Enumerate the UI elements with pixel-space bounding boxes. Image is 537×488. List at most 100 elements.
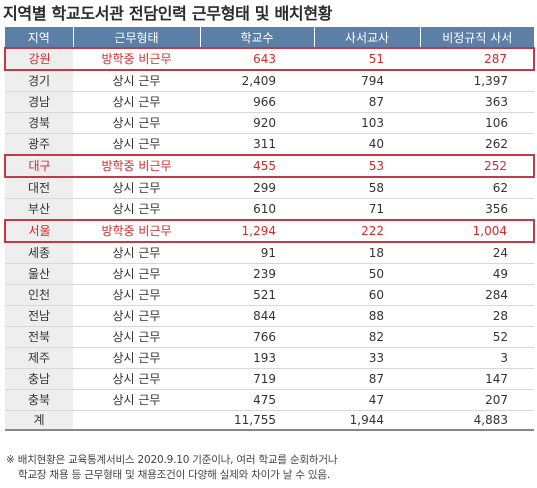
- schools-cell: 920: [200, 112, 314, 134]
- librarians-cell: 87: [314, 368, 420, 390]
- schools-cell: 966: [200, 91, 314, 113]
- table-row: 광주 상시 근무 311 40 262: [5, 133, 534, 156]
- librarians-cell: 87: [314, 91, 420, 113]
- region-cell: 경남: [5, 91, 73, 113]
- table-row: 전남 상시 근무 844 88 28: [5, 305, 534, 327]
- librarians-cell: 60: [314, 284, 420, 306]
- work-type-cell: 상시 근무: [73, 305, 200, 327]
- table-row: 제주 상시 근무 193 33 3: [5, 347, 534, 369]
- region-cell: 제주: [5, 347, 73, 369]
- table-row: 강원 방학중 비근무 643 51 287: [4, 47, 535, 71]
- table-row: 울산 상시 근무 239 50 49: [5, 263, 534, 285]
- footnote-line-2: 학교장 채용 등 근무형태 및 채용조건이 다양해 실제와 차이가 날 수 있음…: [18, 469, 330, 481]
- irregular-cell: 1,397: [420, 70, 534, 92]
- schools-cell: 91: [200, 242, 314, 264]
- irregular-cell: 284: [420, 284, 534, 306]
- librarians-cell: 50: [314, 263, 420, 285]
- schools-cell: 193: [200, 347, 314, 369]
- irregular-cell: 62: [420, 177, 534, 199]
- librarians-cell: 222: [314, 219, 420, 243]
- schools-cell: 455: [200, 154, 314, 178]
- total-label: 계: [5, 410, 73, 431]
- librarians-cell: 103: [314, 112, 420, 134]
- irregular-cell: 24: [420, 242, 534, 264]
- region-cell: 전북: [5, 326, 73, 348]
- region-cell: 서울: [4, 219, 73, 243]
- irregular-cell: 262: [420, 133, 534, 156]
- region-cell: 경기: [5, 70, 73, 92]
- librarians-cell: 58: [314, 177, 420, 199]
- schools-cell: 239: [200, 263, 314, 285]
- region-cell: 대전: [5, 177, 73, 199]
- total-row: 계 11,755 1,944 4,883: [5, 410, 534, 431]
- table-row: 세종 상시 근무 91 18 24: [5, 242, 534, 264]
- staff-table-container: 지역 근무형태 학교수 사서교사 비정규직 사서 강원 방학중 비근무 643 51 2…: [4, 27, 535, 431]
- work-type-cell: 상시 근무: [73, 242, 200, 264]
- region-cell: 강원: [4, 47, 73, 71]
- region-cell: 세종: [5, 242, 73, 264]
- table-row: 대구 방학중 비근무 455 53 252: [4, 154, 535, 178]
- schools-cell: 1,294: [200, 219, 314, 243]
- work-type-cell: 방학중 비근무: [73, 219, 200, 243]
- region-cell: 울산: [5, 263, 73, 285]
- irregular-cell: 106: [420, 112, 534, 134]
- region-cell: 충북: [5, 389, 73, 411]
- librarians-cell: 18: [314, 242, 420, 264]
- header-librarians: 사서교사: [313, 27, 420, 48]
- staff-table: 지역 근무형태 학교수 사서교사 비정규직 사서 강원 방학중 비근무 643 51 2…: [4, 27, 535, 431]
- table-row: 전북 상시 근무 766 82 52: [5, 326, 534, 348]
- work-type-cell: 상시 근무: [73, 133, 200, 156]
- total-librarians: 1,944: [314, 410, 420, 431]
- irregular-cell: 287: [420, 47, 535, 71]
- total-schools: 11,755: [200, 410, 314, 431]
- footnote: ※ 배치현황은 교육통계서비스 2020.9.10 기준이나, 여러 학교를 순…: [6, 453, 531, 483]
- schools-cell: 844: [200, 305, 314, 327]
- schools-cell: 610: [200, 198, 314, 221]
- irregular-cell: 207: [420, 389, 534, 411]
- work-type-cell: 상시 근무: [73, 91, 200, 113]
- header-type: 근무형태: [72, 27, 200, 48]
- irregular-cell: 356: [420, 198, 534, 221]
- librarians-cell: 47: [314, 389, 420, 411]
- work-type-cell: 상시 근무: [73, 70, 200, 92]
- schools-cell: 643: [200, 47, 314, 71]
- work-type-cell: 상시 근무: [73, 177, 200, 199]
- irregular-cell: 3: [420, 347, 534, 369]
- librarians-cell: 71: [314, 198, 420, 221]
- table-row: 경남 상시 근무 966 87 363: [5, 91, 534, 113]
- region-cell: 충남: [5, 368, 73, 390]
- work-type-cell: 방학중 비근무: [73, 47, 200, 71]
- irregular-cell: 28: [420, 305, 534, 327]
- table-row: 서울 방학중 비근무 1,294 222 1,004: [4, 219, 535, 243]
- librarians-cell: 40: [314, 133, 420, 156]
- work-type-cell: 상시 근무: [73, 389, 200, 411]
- table-title: 지역별 학교도서관 전담인력 근무형태 및 배치현황: [3, 4, 333, 23]
- librarians-cell: 88: [314, 305, 420, 327]
- irregular-cell: 252: [420, 154, 535, 178]
- header-region: 지역: [5, 27, 73, 48]
- work-type-cell: 상시 근무: [73, 284, 200, 306]
- table-row: 충북 상시 근무 475 47 207: [5, 389, 534, 411]
- table-row: 경기 상시 근무 2,409 794 1,397: [5, 70, 534, 92]
- librarians-cell: 51: [314, 47, 420, 71]
- table-header-row: 지역 근무형태 학교수 사서교사 비정규직 사서: [5, 27, 534, 48]
- librarians-cell: 794: [314, 70, 420, 92]
- schools-cell: 311: [200, 133, 314, 156]
- irregular-cell: 147: [420, 368, 534, 390]
- irregular-cell: 363: [420, 91, 534, 113]
- region-cell: 광주: [5, 133, 73, 156]
- region-cell: 인천: [5, 284, 73, 306]
- work-type-cell: 상시 근무: [73, 326, 200, 348]
- irregular-cell: 49: [420, 263, 534, 285]
- total-irregular: 4,883: [420, 410, 534, 431]
- header-irregular: 비정규직 사서: [419, 27, 534, 48]
- schools-cell: 719: [200, 368, 314, 390]
- librarians-cell: 33: [314, 347, 420, 369]
- work-type-cell: 상시 근무: [73, 198, 200, 221]
- table-row: 대전 상시 근무 299 58 62: [5, 177, 534, 199]
- irregular-cell: 52: [420, 326, 534, 348]
- table-row: 부산 상시 근무 610 71 356: [5, 198, 534, 221]
- table-row: 충남 상시 근무 719 87 147: [5, 368, 534, 390]
- schools-cell: 766: [200, 326, 314, 348]
- schools-cell: 521: [200, 284, 314, 306]
